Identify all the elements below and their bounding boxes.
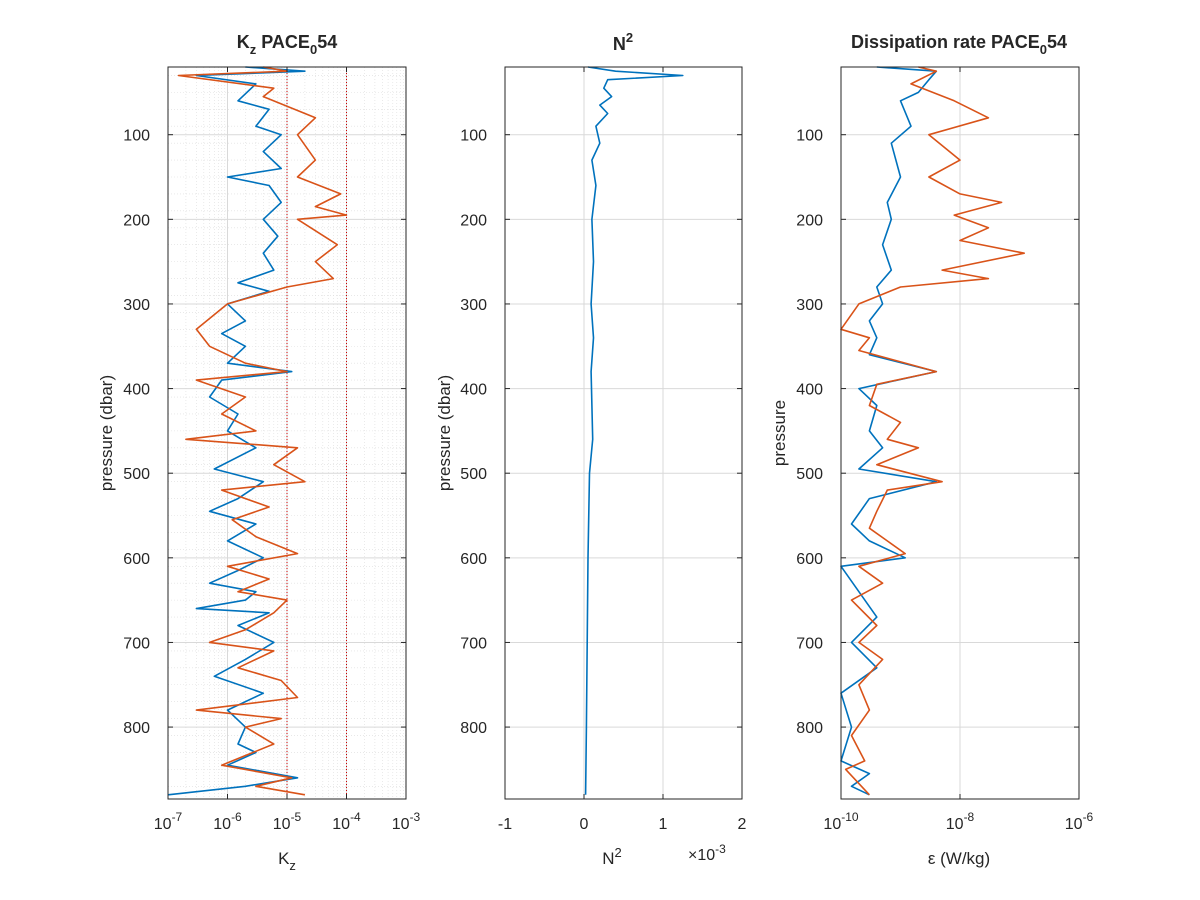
y-tick-label: 600 xyxy=(460,551,487,568)
x-tick-base: 10 xyxy=(213,816,231,833)
y-tick-label: 400 xyxy=(796,382,823,399)
kz-xlabel-main: K xyxy=(278,849,290,868)
y-tick-label: 600 xyxy=(123,551,150,568)
x-tick-exp: -8 xyxy=(964,810,975,824)
x-tick-base: 10 xyxy=(273,816,291,833)
eps-series xyxy=(840,66,1025,796)
x-tick-label: 10-7 xyxy=(154,810,183,833)
kz-title-sub2: 0 xyxy=(310,42,317,57)
x-tick-base: 10 xyxy=(332,816,350,833)
kz-series-2-line xyxy=(177,66,348,796)
y-tick-label: 200 xyxy=(796,212,823,229)
y-tick-label: 700 xyxy=(796,635,823,652)
x-tick-label: 1 xyxy=(659,816,668,833)
kz-title-sub: z xyxy=(250,42,257,57)
x-tick-base: 10 xyxy=(154,816,172,833)
n2-title: N2 xyxy=(613,30,633,54)
x-tick-label: 10-10 xyxy=(823,810,858,833)
kz-ylabel: pressure (dbar) xyxy=(97,375,116,491)
n2-xlabel: N2 xyxy=(602,845,622,868)
y-tick-label: 100 xyxy=(796,128,823,145)
x-tick-exp: -6 xyxy=(231,810,242,824)
eps-title-rest: 54 xyxy=(1047,32,1067,52)
n2-multiplier-pre: ×10 xyxy=(688,847,715,864)
y-tick-label: 800 xyxy=(796,720,823,737)
n2-series xyxy=(584,66,684,795)
y-tick-label: 500 xyxy=(460,466,487,483)
kz-grid xyxy=(167,67,407,799)
y-tick-label: 100 xyxy=(123,128,150,145)
y-tick-label: 100 xyxy=(460,128,487,145)
y-tick-label: 600 xyxy=(796,551,823,568)
kz-xlabel: Kz xyxy=(278,849,296,873)
eps-ylabel: pressure xyxy=(770,400,789,466)
kz-ticks: 10-7 10-6 10-5 10-4 10-310020030040050060070… xyxy=(123,67,421,833)
n2-multiplier-exp: -3 xyxy=(715,842,726,856)
y-tick-label: 700 xyxy=(123,635,150,652)
x-tick-label: 10-8 xyxy=(946,810,975,833)
x-tick-label: 10-4 xyxy=(332,810,361,833)
kz-series xyxy=(167,66,348,796)
y-tick-label: 400 xyxy=(460,382,487,399)
n2-multiplier: ×10-3 xyxy=(688,842,726,864)
x-tick-exp: -4 xyxy=(350,810,361,824)
x-tick-base: 10 xyxy=(1065,816,1083,833)
x-tick-exp: -5 xyxy=(291,810,302,824)
kz-title-rest2: 54 xyxy=(317,32,337,52)
y-tick-label: 800 xyxy=(123,720,150,737)
eps-title-main: Dissipation rate PACE xyxy=(851,32,1040,52)
eps-series-1-line xyxy=(840,66,938,796)
x-tick-label: 10-6 xyxy=(213,810,242,833)
x-tick-exp: -3 xyxy=(410,810,421,824)
x-tick-label: -1 xyxy=(498,816,512,833)
x-tick-base: 10 xyxy=(946,816,964,833)
x-tick-label: 2 xyxy=(738,816,747,833)
y-tick-label: 200 xyxy=(123,212,150,229)
n2-series-1-line xyxy=(584,66,684,795)
y-tick-label: 300 xyxy=(123,297,150,314)
x-tick-exp: -7 xyxy=(172,810,183,824)
kz-title-main: K xyxy=(237,32,250,52)
kz-panel: 10-7 10-6 10-5 10-4 10-310020030040050060070… xyxy=(97,32,421,873)
x-tick-base: 10 xyxy=(823,816,841,833)
x-tick-exp: -6 xyxy=(1083,810,1094,824)
eps-title: Dissipation rate PACE054 xyxy=(851,32,1067,57)
y-tick-label: 300 xyxy=(796,297,823,314)
y-tick-label: 500 xyxy=(796,466,823,483)
x-tick-exp: -10 xyxy=(841,810,859,824)
n2-xlabel-sup: 2 xyxy=(615,845,622,860)
y-tick-label: 500 xyxy=(123,466,150,483)
n2-ticks: -1 0 1 2 100 200 300 400 500 600 700 800 xyxy=(460,67,747,833)
x-tick-label: 10-5 xyxy=(273,810,302,833)
kz-series-1-line xyxy=(167,66,306,796)
kz-title-rest: PACE xyxy=(256,32,310,52)
y-tick-label: 200 xyxy=(460,212,487,229)
x-tick-label: 10-3 xyxy=(392,810,421,833)
n2-title-sup: 2 xyxy=(626,30,633,45)
n2-xlabel-main: N xyxy=(602,849,614,868)
y-tick-label: 700 xyxy=(460,635,487,652)
eps-series-2-line xyxy=(840,66,1025,796)
eps-title-sub: 0 xyxy=(1040,42,1047,57)
eps-xlabel: ε (W/kg) xyxy=(928,849,990,868)
y-tick-label: 400 xyxy=(123,382,150,399)
kz-title: Kz PACE054 xyxy=(237,32,337,57)
x-tick-label: 10-6 xyxy=(1065,810,1094,833)
y-tick-label: 800 xyxy=(460,720,487,737)
x-tick-label: 0 xyxy=(580,816,589,833)
x-tick-base: 10 xyxy=(392,816,410,833)
n2-ylabel: pressure (dbar) xyxy=(435,375,454,491)
n2-title-main: N xyxy=(613,34,626,54)
y-tick-label: 300 xyxy=(460,297,487,314)
kz-xlabel-sub: z xyxy=(289,858,296,873)
n2-axes-box xyxy=(504,66,743,800)
